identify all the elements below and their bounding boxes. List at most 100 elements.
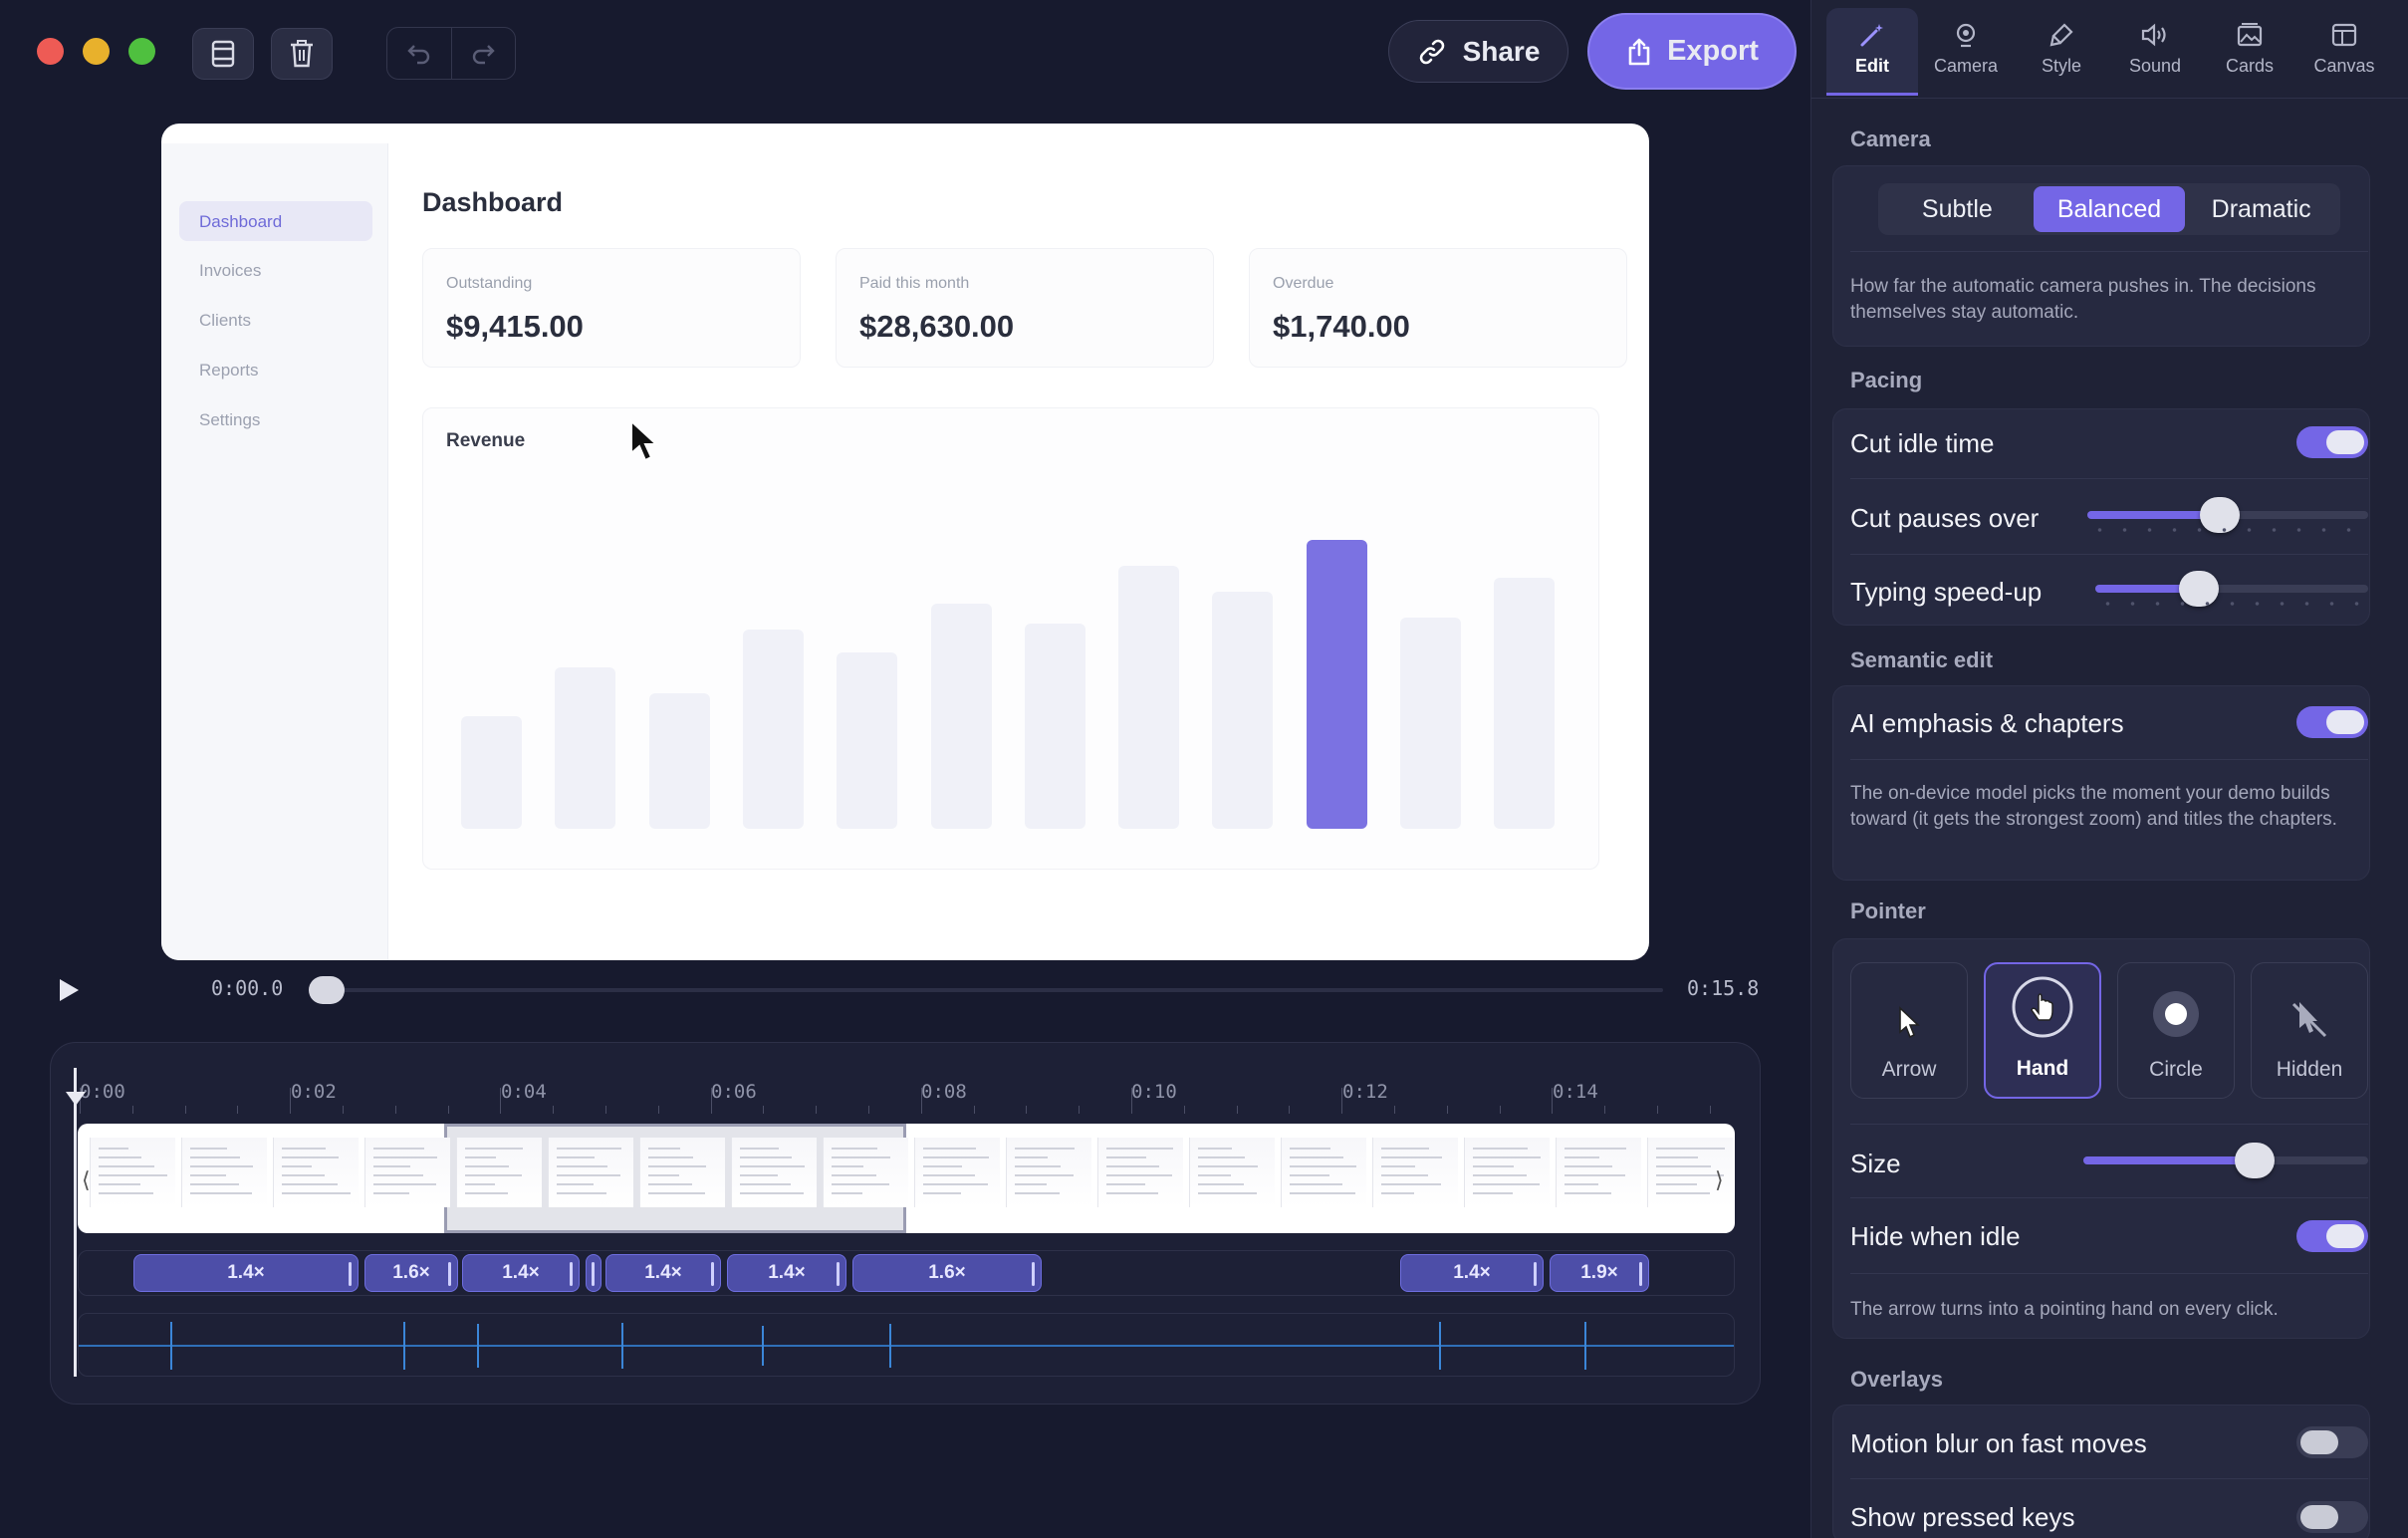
- cut-idle-label: Cut idle time: [1850, 428, 1995, 458]
- pointer-size-slider[interactable]: [2083, 1143, 2368, 1178]
- delete-button[interactable]: [271, 28, 333, 80]
- tab-camera[interactable]: Camera: [1920, 8, 2012, 96]
- cut-pauses-slider[interactable]: [2087, 497, 2368, 533]
- playhead[interactable]: [74, 1068, 77, 1377]
- upload-icon: [1625, 37, 1653, 67]
- video-thumbnail: [1464, 1138, 1550, 1207]
- share-button[interactable]: Share: [1388, 20, 1568, 83]
- tab-sound[interactable]: Sound: [2109, 8, 2201, 96]
- tab-label: Canvas: [2313, 56, 2375, 76]
- stat-value: $1,740.00: [1273, 309, 1410, 344]
- play-button[interactable]: [56, 976, 82, 1004]
- time-tick: 0:02: [291, 1081, 337, 1103]
- video-thumbnail: [548, 1138, 633, 1207]
- tab-edit[interactable]: Edit: [1826, 8, 1918, 96]
- video-thumbnail: [1647, 1138, 1733, 1207]
- camera-option-subtle[interactable]: Subtle: [1921, 194, 1993, 223]
- scrubber-knob[interactable]: [309, 976, 345, 1004]
- ai-emphasis-toggle[interactable]: [2296, 706, 2368, 738]
- revenue-bar: [930, 604, 992, 829]
- current-time: 0:00.0: [211, 976, 284, 1000]
- revenue-bar: [837, 652, 898, 829]
- circle-pointer-icon: [2150, 988, 2202, 1040]
- pointer-option-arrow[interactable]: Arrow: [1850, 962, 1968, 1099]
- pressed-keys-toggle[interactable]: [2296, 1501, 2368, 1533]
- strip-right-handle[interactable]: ⟩: [1715, 1167, 1724, 1192]
- video-thumbnail: [1281, 1138, 1366, 1207]
- tab-label: Camera: [1933, 56, 1999, 76]
- camera-icon: [1953, 22, 1979, 48]
- video-thumbnail-strip[interactable]: [78, 1124, 1735, 1233]
- video-thumbnail: [639, 1138, 725, 1207]
- revenue-bar: [1024, 624, 1085, 829]
- cut-idle-toggle[interactable]: [2296, 426, 2368, 458]
- audio-waveform: [78, 1313, 1735, 1377]
- export-button[interactable]: Export: [1589, 15, 1795, 88]
- stat-value: $28,630.00: [859, 309, 1015, 344]
- pointer-option-hidden[interactable]: Hidden: [2251, 962, 2368, 1099]
- link-icon: [1417, 37, 1447, 67]
- pointer-option-label: Hidden: [2276, 1058, 2343, 1081]
- zoom-segment[interactable]: 1.6×: [852, 1254, 1042, 1292]
- video-thumbnail: [1006, 1138, 1091, 1207]
- zoom-segment-small[interactable]: [586, 1254, 602, 1292]
- slider-knob[interactable]: [2234, 1143, 2275, 1178]
- pointer-option-hand[interactable]: Hand: [1984, 962, 2101, 1099]
- semantic-help: The on-device model picks the moment you…: [1850, 783, 2337, 830]
- ai-emphasis-label: AI emphasis & chapters: [1850, 708, 2124, 738]
- hide-idle-label: Hide when idle: [1850, 1221, 2021, 1251]
- section-pacing-title: Pacing: [1850, 368, 1923, 392]
- video-preview[interactable]: Dashboard Invoices Clients Reports Setti…: [161, 124, 1649, 960]
- camera-intensity-control[interactable]: Subtle Balanced Dramatic: [1878, 183, 2340, 235]
- playhead-marker[interactable]: [66, 1092, 86, 1106]
- video-thumbnail: [1097, 1138, 1183, 1207]
- zoom-segment[interactable]: 1.4×: [133, 1254, 359, 1292]
- pressed-keys-label: Show pressed keys: [1850, 1502, 2075, 1532]
- cards-icon: [2236, 22, 2264, 48]
- tab-canvas[interactable]: Canvas: [2298, 8, 2390, 96]
- zoom-segment[interactable]: 1.4×: [462, 1254, 580, 1292]
- zoom-segment[interactable]: 1.6×: [364, 1254, 458, 1292]
- revenue-bar: [1400, 618, 1461, 829]
- export-label: Export: [1667, 35, 1759, 67]
- motion-blur-toggle[interactable]: [2296, 1426, 2368, 1458]
- undo-icon: [406, 42, 432, 66]
- slider-knob[interactable]: [2199, 497, 2240, 533]
- undo-button[interactable]: [387, 28, 451, 79]
- hand-pointer-icon: [2011, 975, 2074, 1039]
- stat-label: Outstanding: [446, 275, 533, 292]
- stat-card: Outstanding $9,415.00: [422, 248, 801, 368]
- preview-sidebar: Dashboard Invoices Clients Reports Setti…: [161, 143, 388, 960]
- zoom-segment[interactable]: 1.4×: [1400, 1254, 1544, 1292]
- pointer-option-circle[interactable]: Circle: [2117, 962, 2235, 1099]
- brush-icon: [2048, 22, 2074, 48]
- minimize-window-button[interactable]: [83, 38, 110, 65]
- video-thumbnail: [364, 1138, 450, 1207]
- zoom-track: [78, 1250, 1735, 1296]
- stat-label: Paid this month: [859, 275, 970, 292]
- slider-knob[interactable]: [2179, 571, 2220, 607]
- scrubber-track[interactable]: [309, 976, 1663, 1004]
- hide-idle-toggle[interactable]: [2296, 1220, 2368, 1252]
- stat-card: Paid this month $28,630.00: [836, 248, 1214, 368]
- time-tick: 0:08: [921, 1081, 967, 1103]
- camera-option-balanced[interactable]: Balanced: [2033, 186, 2186, 232]
- preview-nav-item: Reports: [199, 361, 259, 380]
- close-window-button[interactable]: [37, 38, 64, 65]
- film-button[interactable]: [192, 28, 254, 80]
- zoom-window-button[interactable]: [128, 38, 155, 65]
- zoom-segment[interactable]: 1.9×: [1550, 1254, 1649, 1292]
- zoom-segment[interactable]: 1.4×: [727, 1254, 846, 1292]
- typing-speedup-slider[interactable]: [2095, 571, 2368, 607]
- motion-blur-label: Motion blur on fast moves: [1850, 1428, 2147, 1458]
- time-tick: 0:06: [711, 1081, 757, 1103]
- strip-left-handle[interactable]: ⟨: [82, 1167, 91, 1192]
- arrow-pointer-icon: [1897, 1006, 1921, 1040]
- tab-cards[interactable]: Cards: [2204, 8, 2295, 96]
- trash-icon: [289, 39, 315, 69]
- camera-option-dramatic[interactable]: Dramatic: [2211, 194, 2311, 223]
- tab-style[interactable]: Style: [2016, 8, 2107, 96]
- video-thumbnail: [731, 1138, 817, 1207]
- zoom-segment[interactable]: 1.4×: [605, 1254, 721, 1292]
- redo-button[interactable]: [452, 28, 516, 79]
